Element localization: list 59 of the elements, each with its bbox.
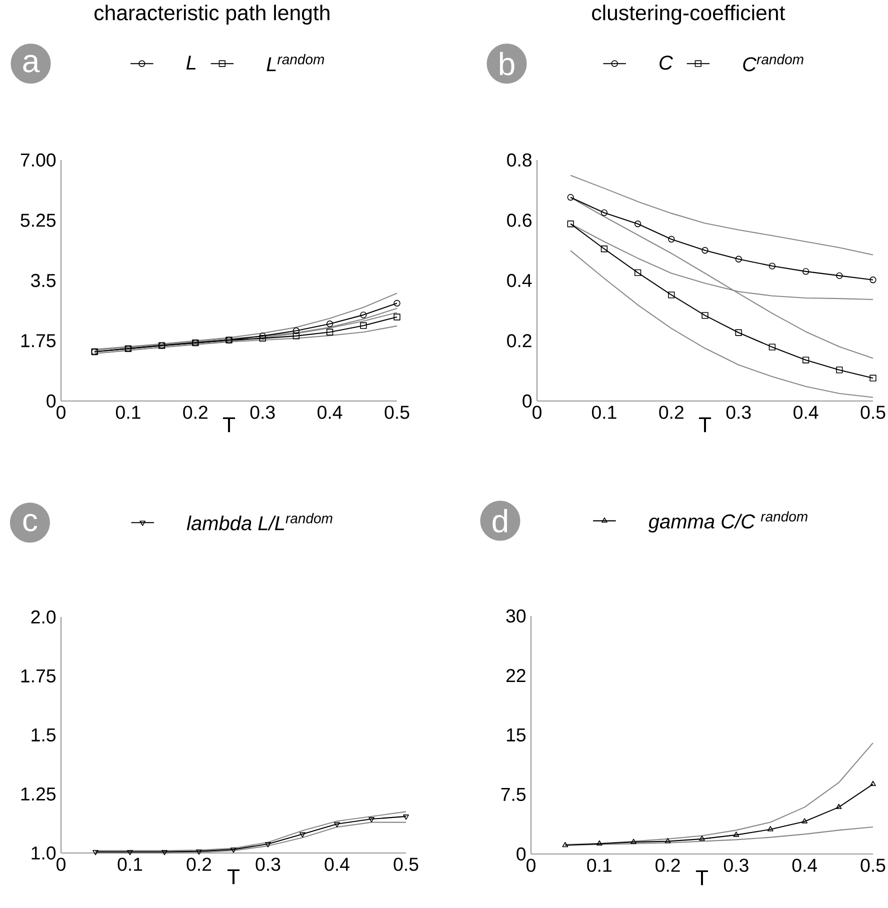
- x-tick-label: 0.4: [794, 406, 818, 419]
- x-axis-title: T: [696, 870, 708, 886]
- legend-label: L$^{random}$: [266, 54, 324, 72]
- x-tick-label: 0.2: [656, 858, 680, 872]
- x-tick-label: 0: [56, 406, 66, 419]
- x-tick-label: 0.3: [256, 858, 280, 871]
- y-tick-label: 0.2: [507, 334, 532, 348]
- y-tick-label: 7.5: [501, 788, 526, 802]
- x-tick-label: 0.2: [659, 406, 684, 419]
- x-tick-label: 0.2: [186, 858, 212, 871]
- legend-label: C: [660, 56, 674, 70]
- x-tick-label: 0.3: [724, 858, 748, 872]
- y-tick-label: 1.75: [21, 669, 56, 683]
- x-tick-label: 0.1: [592, 406, 616, 419]
- x-tick-label: 0.1: [116, 406, 140, 419]
- text: d: [492, 509, 508, 533]
- x-axis-title: T: [222, 417, 236, 432]
- x-tick-label: 0.4: [318, 406, 342, 419]
- x-tick-label: 0.2: [183, 406, 208, 419]
- y-tick-label: 0.6: [507, 214, 532, 227]
- text: a: [23, 54, 40, 72]
- y-tick-label: 0: [46, 394, 56, 408]
- y-tick-label: 3.5: [31, 274, 56, 288]
- text: b: [500, 52, 514, 76]
- legend-label: gamma C/C $^{random}$: [648, 511, 808, 532]
- x-tick-label: 0.1: [587, 858, 612, 872]
- y-tick-label: 22: [506, 668, 526, 682]
- x-tick-label: 0.4: [792, 858, 818, 872]
- y-tick-label: 2.0: [31, 610, 56, 624]
- x-tick-label: 0.5: [394, 858, 418, 871]
- y-tick-label: 0.4: [507, 274, 532, 288]
- y-tick-label: 30: [506, 609, 526, 623]
- x-tick-label: 0.5: [860, 858, 886, 872]
- x-axis-title: T: [227, 869, 240, 884]
- x-tick-label: 0.4: [324, 858, 350, 871]
- chart-title: characteristic path length: [94, 4, 330, 25]
- legend-label: C$^{random}$: [743, 54, 804, 72]
- y-tick-label: 1.75: [21, 334, 56, 348]
- x-tick-label: 0.3: [250, 406, 275, 419]
- x-tick-label: 0: [56, 858, 66, 871]
- y-tick-label: 0.8: [507, 153, 532, 167]
- y-tick-label: 1.0: [32, 846, 56, 860]
- legend-label: L: [186, 56, 196, 70]
- legend-label: lambda L/L$^{random}$: [186, 513, 332, 530]
- x-tick-label: 0: [532, 406, 542, 419]
- y-tick-label: 0: [522, 394, 532, 408]
- y-tick-label: 15: [506, 728, 526, 742]
- y-tick-label: 1.25: [21, 787, 56, 801]
- y-tick-label: 7.00: [20, 153, 56, 167]
- x-tick-label: 0.5: [860, 406, 886, 419]
- x-tick-label: 0.3: [726, 406, 751, 419]
- text: c: [23, 514, 38, 532]
- y-tick-label: 5.25: [20, 214, 56, 227]
- x-tick-label: 0.5: [384, 406, 410, 419]
- x-tick-label: 0.1: [118, 858, 142, 871]
- y-tick-label: 1.5: [32, 728, 56, 742]
- x-axis-title: T: [698, 417, 712, 432]
- y-tick-label: 0: [516, 847, 526, 861]
- chart-title: clustering-coefficient: [592, 4, 786, 25]
